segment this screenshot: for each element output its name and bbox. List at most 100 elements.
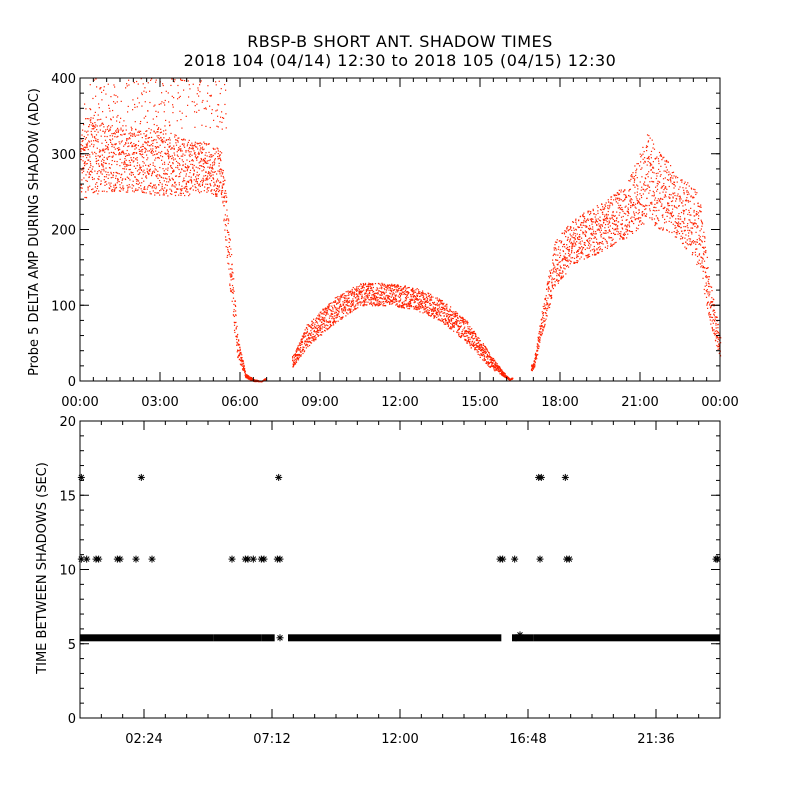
amplitude-point (130, 174, 132, 176)
amplitude-point (321, 328, 323, 330)
amplitude-point (244, 374, 246, 376)
amplitude-point (141, 156, 143, 158)
amplitude-point (371, 305, 374, 307)
amplitude-point (301, 350, 304, 352)
amplitude-point (409, 301, 411, 303)
amplitude-point (190, 151, 192, 153)
amplitude-point (147, 137, 150, 139)
amplitude-point (467, 332, 469, 334)
amplitude-point (228, 268, 230, 270)
amplitude-point (364, 298, 366, 300)
amplitude-point (317, 315, 319, 317)
amplitude-point (229, 288, 232, 290)
amplitude-point (213, 159, 216, 161)
amplitude-point (345, 307, 347, 309)
amplitude-point (462, 318, 464, 320)
amplitude-point (465, 332, 467, 335)
amplitude-point (305, 347, 307, 349)
amplitude-point (95, 78, 97, 80)
amplitude-point (133, 165, 135, 167)
amplitude-point (602, 208, 604, 210)
amplitude-point (163, 194, 165, 196)
amplitude-point (179, 145, 181, 147)
amplitude-point (393, 296, 395, 299)
amplitude-point (163, 140, 165, 142)
amplitude-point (426, 300, 428, 302)
amplitude-point (578, 238, 580, 241)
amplitude-point (468, 330, 470, 332)
amplitude-point (500, 373, 503, 375)
amplitude-point (322, 323, 324, 325)
amplitude-point (561, 277, 563, 279)
amplitude-point (634, 206, 636, 208)
amplitude-point (100, 180, 102, 182)
amplitude-point (207, 85, 209, 87)
amplitude-point (582, 246, 585, 249)
amplitude-point (645, 146, 647, 149)
amplitude-point (418, 303, 420, 306)
amplitude-point (93, 126, 95, 128)
amplitude-point (564, 268, 566, 270)
amplitude-point (160, 155, 162, 157)
amplitude-point (127, 187, 129, 189)
amplitude-point (303, 336, 306, 338)
amplitude-point (196, 146, 198, 148)
amplitude-point (96, 125, 98, 127)
amplitude-point (592, 226, 594, 228)
amplitude-point (650, 157, 652, 159)
amplitude-point (327, 305, 329, 307)
amplitude-point (627, 233, 629, 235)
amplitude-point (468, 331, 470, 333)
amplitude-point (451, 326, 453, 329)
amplitude-point (95, 124, 97, 126)
amplitude-point (218, 162, 220, 164)
amplitude-point (89, 163, 92, 165)
amplitude-point (566, 228, 568, 230)
amplitude-point (316, 328, 319, 330)
amplitude-point (449, 310, 451, 312)
amplitude-point (227, 251, 229, 253)
amplitude-point (349, 311, 351, 313)
amplitude-point (351, 288, 353, 291)
amplitude-point (357, 302, 359, 304)
amplitude-point (304, 332, 306, 334)
amplitude-point (491, 358, 493, 360)
amplitude-point (362, 286, 364, 288)
amplitude-point (452, 322, 454, 324)
amplitude-point (395, 300, 397, 302)
amplitude-point (455, 318, 457, 321)
amplitude-point (122, 125, 124, 127)
amplitude-point (482, 347, 484, 349)
amplitude-point (471, 331, 473, 333)
amplitude-point (236, 336, 238, 338)
amplitude-point (480, 349, 482, 351)
amplitude-point (98, 107, 100, 109)
amplitude-point (97, 171, 99, 173)
amplitude-point (368, 282, 370, 284)
amplitude-point (428, 311, 430, 314)
amplitude-point (144, 188, 146, 190)
amplitude-point (443, 323, 445, 325)
amplitude-point (151, 187, 153, 189)
amplitude-point (606, 242, 608, 244)
amplitude-point (140, 120, 142, 123)
amplitude-point (392, 300, 394, 303)
amplitude-point (112, 132, 115, 135)
amplitude-point (204, 171, 207, 173)
amplitude-point (140, 78, 142, 80)
amplitude-point (164, 125, 166, 127)
amplitude-point (398, 300, 400, 302)
amplitude-point (385, 286, 388, 288)
amplitude-point (213, 148, 215, 150)
amplitude-point (102, 166, 104, 168)
amplitude-point (310, 342, 313, 344)
amplitude-point (632, 204, 634, 206)
amplitude-point (643, 150, 645, 153)
amplitude-point (128, 145, 130, 147)
amplitude-point (473, 342, 475, 344)
amplitude-point (199, 91, 201, 93)
amplitude-point (220, 192, 222, 194)
amplitude-point (230, 268, 232, 270)
amplitude-point (239, 358, 241, 360)
amplitude-point (478, 348, 480, 351)
